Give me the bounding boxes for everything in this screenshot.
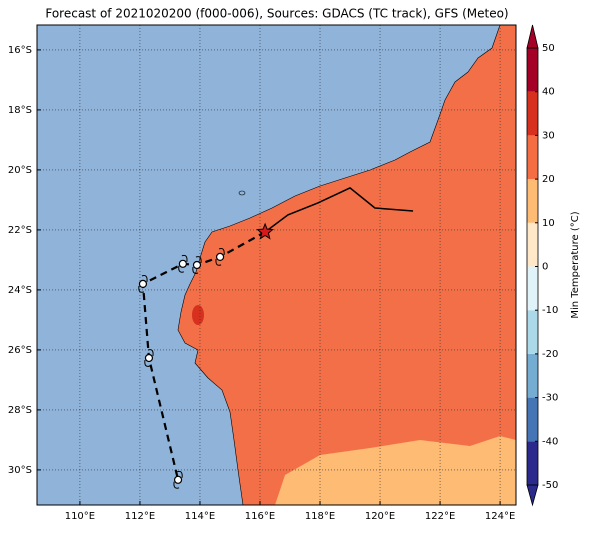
colorbar-segment bbox=[527, 397, 538, 442]
colorbar-tick-label: 30 bbox=[542, 130, 555, 141]
past-track bbox=[264, 187, 414, 233]
colorbar-tick-label: -30 bbox=[542, 393, 558, 404]
y-tick-label: 22°S bbox=[8, 225, 32, 236]
colorbar-tick-label: 10 bbox=[542, 218, 555, 229]
colorbar-tick-label: -10 bbox=[542, 305, 558, 316]
x-tick-label: 112°E bbox=[125, 511, 155, 522]
colorbar-tick-label: -40 bbox=[542, 436, 558, 447]
colorbar-segment bbox=[527, 48, 538, 92]
y-tick-label: 30°S bbox=[8, 465, 32, 476]
x-tick-label: 124°E bbox=[485, 511, 515, 522]
map-title: Forecast of 2021020200 (f000-006), Sourc… bbox=[45, 7, 508, 21]
storm-symbol bbox=[173, 470, 183, 489]
warm-region bbox=[275, 436, 516, 505]
colorbar-tick-label: 20 bbox=[542, 174, 555, 185]
x-tick-label: 110°E bbox=[65, 511, 95, 522]
colorbar-extend-max bbox=[526, 24, 539, 49]
storm-symbol bbox=[138, 275, 148, 293]
colorbar-tick-label: 40 bbox=[542, 87, 555, 98]
colorbar-segment bbox=[527, 222, 538, 267]
track-point bbox=[138, 279, 148, 288]
x-tick-label: 122°E bbox=[425, 511, 455, 522]
x-tick-label: 114°E bbox=[185, 511, 215, 522]
colorbar-tick-label: -20 bbox=[542, 349, 558, 360]
y-tick-label: 24°S bbox=[8, 285, 32, 296]
y-tick-label: 18°S bbox=[8, 105, 32, 116]
colorbar-segment bbox=[527, 135, 538, 180]
colorbar-segment bbox=[527, 441, 538, 485]
map-area bbox=[37, 25, 516, 505]
colorbar-segment bbox=[527, 179, 538, 223]
cold-spot bbox=[192, 305, 204, 325]
x-tick-label: 116°E bbox=[245, 511, 275, 522]
track-point bbox=[178, 259, 187, 268]
storm-symbol bbox=[178, 254, 188, 273]
colorbar-extend-min bbox=[526, 484, 539, 507]
storm-symbol bbox=[215, 248, 225, 266]
colorbar-tick-label: 0 bbox=[542, 262, 548, 273]
map-frame bbox=[36, 24, 517, 506]
y-tick-label: 28°S bbox=[8, 405, 32, 416]
track-point bbox=[144, 353, 154, 363]
storm-symbol bbox=[192, 256, 202, 274]
y-tick-label: 16°S bbox=[8, 45, 32, 56]
storm-symbol bbox=[144, 349, 154, 367]
colorbar-segment bbox=[527, 266, 538, 311]
colorbar-segment bbox=[527, 310, 538, 354]
x-tick-label: 118°E bbox=[305, 511, 335, 522]
colorbar-tick-label: -50 bbox=[542, 480, 558, 491]
track-point bbox=[173, 475, 183, 484]
colorbar-segment bbox=[527, 91, 538, 136]
track-point bbox=[215, 252, 225, 261]
y-tick-label: 26°S bbox=[8, 345, 32, 356]
track-point bbox=[192, 260, 202, 270]
island bbox=[238, 190, 246, 196]
colorbar-label: Min Temperature (°C) bbox=[570, 211, 581, 318]
colorbar-segment bbox=[527, 353, 538, 398]
colorbar-tick-label: 50 bbox=[542, 43, 555, 54]
current-position bbox=[256, 222, 274, 240]
x-tick-label: 120°E bbox=[365, 511, 395, 522]
y-tick-label: 20°S bbox=[8, 165, 32, 176]
land bbox=[177, 25, 516, 505]
